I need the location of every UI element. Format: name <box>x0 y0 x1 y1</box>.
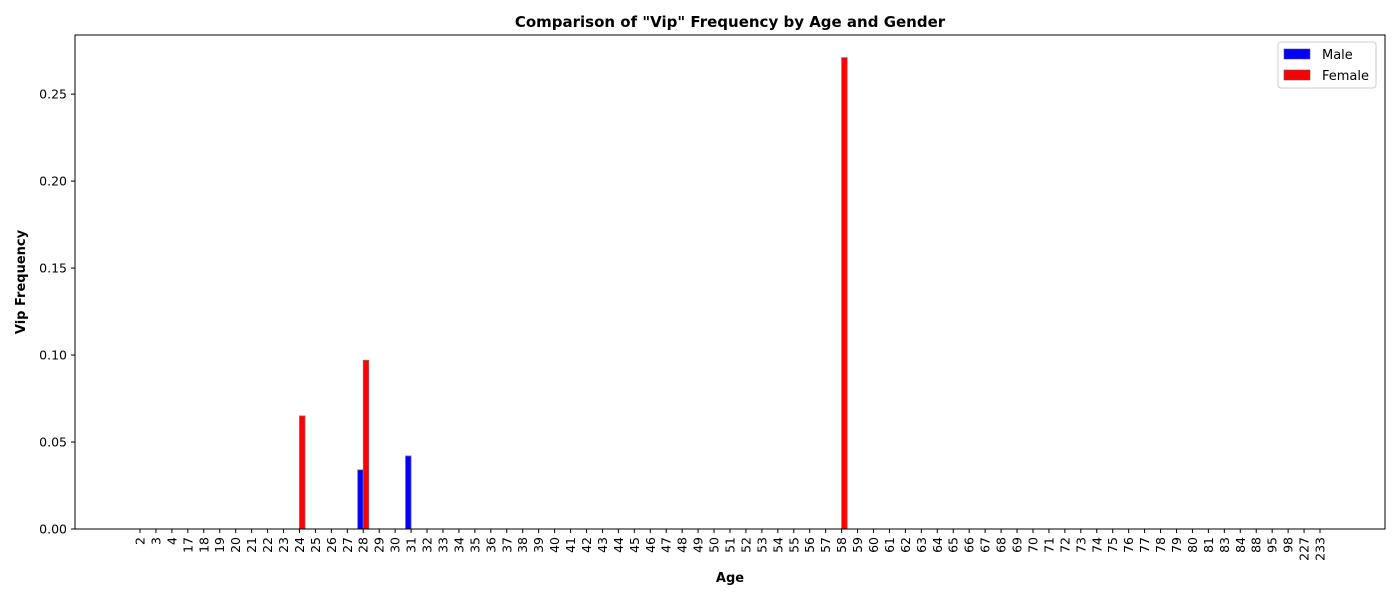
x-tick-label: 42 <box>579 537 594 553</box>
x-tick-label: 83 <box>1217 537 1232 553</box>
x-tick-label: 45 <box>627 537 642 553</box>
x-tick-label: 233 <box>1313 537 1328 561</box>
x-tick-label: 62 <box>898 537 913 553</box>
x-tick-label: 65 <box>946 537 961 553</box>
x-tick-label: 88 <box>1249 537 1264 553</box>
bar-female-age-58 <box>841 57 848 530</box>
y-tick-label: 0.20 <box>39 174 67 189</box>
x-tick-label: 75 <box>1105 537 1120 553</box>
y-tick-label: 0.25 <box>39 87 67 102</box>
x-tick-label: 57 <box>818 537 833 553</box>
x-tick-label: 74 <box>1089 537 1104 553</box>
x-tick-label: 27 <box>340 537 355 553</box>
x-tick-label: 68 <box>994 537 1009 553</box>
x-tick-label: 49 <box>691 537 706 553</box>
legend: Male Female <box>1277 41 1377 89</box>
x-tick-label: 67 <box>978 537 993 553</box>
y-axis-label: Vip Frequency <box>14 229 29 334</box>
x-tick-label: 43 <box>595 537 610 553</box>
x-tick-label: 44 <box>611 537 626 553</box>
x-tick-label: 32 <box>420 537 435 553</box>
x-tick-label: 41 <box>563 537 578 553</box>
x-tick-label: 51 <box>723 537 738 553</box>
x-tick-label: 19 <box>212 537 227 553</box>
x-tick-label: 95 <box>1265 537 1280 553</box>
x-tick-label: 70 <box>1025 537 1040 553</box>
x-tick-label: 71 <box>1041 537 1056 553</box>
x-tick-label: 36 <box>483 537 498 553</box>
x-tick-label: 73 <box>1073 537 1088 553</box>
x-tick-label: 59 <box>850 537 865 553</box>
x-tick-label: 26 <box>324 537 339 553</box>
x-tick-label: 81 <box>1201 537 1216 553</box>
x-tick-label: 29 <box>372 537 387 553</box>
x-tick-label: 77 <box>1137 537 1152 553</box>
legend-swatch-male <box>1283 48 1311 60</box>
x-axis: 2 3 4 17 18 19 20 21 22 23 24 25 26 27 28 29 30 31 32 33 34 3… <box>133 529 1328 561</box>
x-tick-label: 72 <box>1057 537 1072 553</box>
bar-male-age-31 <box>405 455 412 530</box>
x-tick-label: 54 <box>770 537 785 553</box>
x-tick-label: 58 <box>834 537 849 553</box>
x-tick-label: 2 <box>133 537 148 545</box>
x-tick-label: 56 <box>802 537 817 553</box>
x-tick-label: 23 <box>276 537 291 553</box>
x-tick-label: 28 <box>356 537 371 553</box>
y-tick-label: 0.10 <box>39 348 67 363</box>
legend-swatch-female <box>1283 69 1311 81</box>
x-tick-label: 39 <box>531 537 546 553</box>
x-tick-label: 46 <box>643 537 658 553</box>
bar-female-age-24 <box>299 415 306 530</box>
x-tick-label: 63 <box>914 537 929 553</box>
x-tick-label: 17 <box>180 537 195 553</box>
x-tick-label: 53 <box>754 537 769 553</box>
x-tick-label: 66 <box>962 537 977 553</box>
x-tick-label: 34 <box>451 537 466 553</box>
x-tick-label: 80 <box>1185 537 1200 553</box>
x-tick-label: 60 <box>866 537 881 553</box>
x-tick-label: 35 <box>467 537 482 553</box>
y-axis: 0.00 0.05 0.10 0.15 0.20 0.25 <box>39 87 75 537</box>
x-tick-label: 47 <box>659 537 674 553</box>
y-tick-label: 0.00 <box>39 522 67 537</box>
x-tick-label: 4 <box>164 537 179 545</box>
plot-area-frame <box>74 34 1386 530</box>
x-tick-label: 25 <box>308 537 323 553</box>
x-tick-label: 69 <box>1010 537 1025 553</box>
x-tick-label: 79 <box>1169 537 1184 553</box>
x-tick-label: 22 <box>260 537 275 553</box>
x-tick-label: 40 <box>547 537 562 553</box>
x-tick-label: 38 <box>515 537 530 553</box>
x-tick-label: 78 <box>1153 537 1168 553</box>
x-axis-label: Age <box>716 571 744 586</box>
legend-label-female: Female <box>1322 69 1369 84</box>
x-tick-label: 20 <box>228 537 243 553</box>
x-tick-label: 98 <box>1281 537 1296 553</box>
x-tick-label: 24 <box>292 537 307 553</box>
x-tick-label: 21 <box>244 537 259 553</box>
legend-label-male: Male <box>1322 48 1353 63</box>
x-tick-label: 64 <box>930 537 945 553</box>
x-tick-label: 52 <box>738 537 753 553</box>
x-tick-label: 48 <box>675 537 690 553</box>
x-tick-label: 18 <box>196 537 211 553</box>
x-tick-label: 3 <box>148 537 163 545</box>
x-tick-label: 33 <box>435 537 450 553</box>
bar-male-age-28 <box>357 469 364 530</box>
x-tick-label: 30 <box>388 537 403 553</box>
x-tick-label: 50 <box>707 537 722 553</box>
y-tick-label: 0.05 <box>39 435 67 450</box>
x-tick-label: 55 <box>786 537 801 553</box>
chart-title: Comparison of "Vip" Frequency by Age and… <box>515 13 946 31</box>
x-tick-label: 61 <box>882 537 897 553</box>
y-tick-label: 0.15 <box>39 261 67 276</box>
x-tick-label: 37 <box>499 537 514 553</box>
x-tick-label: 84 <box>1233 537 1248 553</box>
bar-female-age-28 <box>362 359 370 530</box>
x-tick-label: 31 <box>404 537 419 553</box>
x-tick-label: 76 <box>1121 537 1136 553</box>
x-tick-label: 227 <box>1297 537 1312 561</box>
bars-group <box>299 57 848 530</box>
